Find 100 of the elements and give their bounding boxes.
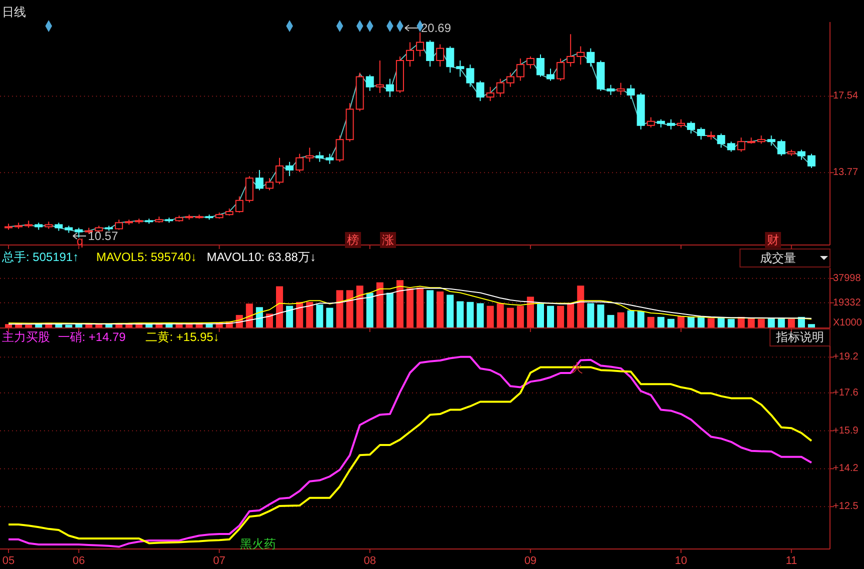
bar [728, 318, 735, 328]
y-axis-title: X1000 [833, 318, 862, 328]
candlestick [556, 58, 565, 82]
bar [577, 286, 584, 328]
text: 成交量 [760, 251, 796, 265]
y-tick-label: 19332 [833, 297, 862, 308]
candlestick [767, 135, 776, 146]
candlestick [606, 84, 615, 96]
candlestick [265, 178, 274, 191]
candlestick [646, 116, 655, 128]
text: MAVOL5: 595740↓ [96, 250, 197, 264]
bar [446, 294, 454, 328]
y-tick-label: 37998 [833, 272, 862, 284]
candlestick [286, 161, 294, 177]
y-tick-label: 17.54 [833, 90, 858, 102]
candlestick [326, 153, 334, 164]
chart-title: 主力买股 [2, 330, 50, 344]
y-tick-label: 13.77 [833, 167, 858, 178]
bar [536, 303, 544, 328]
y-tick-label: +15.9 [833, 425, 859, 436]
candlestick [466, 64, 474, 88]
candlestick [586, 48, 595, 68]
bar [597, 304, 604, 328]
candlestick [536, 54, 544, 78]
y-tick-label: +17.6 [833, 387, 859, 398]
x-tick-label: 07 [213, 555, 226, 567]
candlestick [666, 118, 675, 130]
candlestick [777, 139, 786, 156]
chart-title: 日线 [2, 5, 26, 19]
text: 一硝: +14.79 [58, 330, 126, 344]
annotation: 财 [767, 233, 779, 247]
candlestick [697, 126, 706, 140]
candlestick [626, 84, 635, 100]
candlestick [376, 60, 384, 94]
candlestick [114, 219, 123, 230]
candlestick [436, 44, 444, 68]
bar [677, 316, 685, 328]
bar [688, 316, 695, 328]
candlestick [245, 176, 254, 203]
bar [788, 318, 795, 328]
bar [698, 316, 705, 328]
candlestick [516, 58, 524, 82]
candlestick [566, 34, 575, 68]
y-tick-label: +19.2 [833, 352, 859, 363]
bar [366, 292, 374, 328]
bar [486, 306, 494, 328]
candlestick [486, 86, 494, 102]
bar [456, 301, 464, 328]
candlestick [476, 80, 484, 102]
annotation: 榜 [347, 233, 359, 247]
bar [758, 318, 765, 328]
candlestick [406, 42, 414, 68]
annotation: 黑火药 [240, 537, 276, 551]
x-tick-label: 09 [524, 555, 537, 567]
bar [557, 306, 564, 328]
candlestick [727, 141, 736, 152]
bar [336, 290, 344, 328]
candlestick [526, 56, 534, 70]
bar [627, 310, 634, 328]
candlestick [255, 169, 264, 191]
bar [25, 324, 32, 328]
annotation: 火 [571, 361, 583, 375]
candlestick [416, 32, 424, 57]
candlestick [366, 74, 374, 92]
bar [647, 316, 654, 328]
bar [607, 314, 614, 328]
bar [526, 296, 534, 328]
bar [617, 312, 624, 328]
candlestick [316, 151, 324, 162]
bar [547, 306, 554, 328]
bar [516, 306, 524, 328]
bar [476, 303, 484, 328]
bar [567, 303, 574, 328]
candlestick [456, 60, 464, 78]
bar [306, 302, 314, 328]
candlestick [386, 78, 394, 98]
bar [326, 308, 334, 328]
candlestick [235, 196, 244, 214]
text: 指标说明 [775, 330, 824, 344]
bar [637, 311, 644, 328]
bar [356, 286, 364, 328]
bar [65, 324, 72, 328]
text: 二黄: +15.95↓ [146, 330, 220, 344]
bar [426, 290, 434, 328]
x-tick-label: 08 [364, 555, 376, 567]
bar [657, 316, 664, 328]
bar [778, 318, 785, 328]
bar [506, 308, 514, 328]
candlestick [737, 137, 746, 152]
bar [316, 304, 324, 328]
candlestick [74, 227, 83, 238]
bar [386, 292, 394, 328]
candlestick [546, 68, 555, 82]
candlestick [576, 46, 585, 66]
text: MAVOL10: 63.88万↓ [206, 250, 316, 264]
bar [667, 318, 674, 328]
bar [496, 303, 504, 328]
annotation: 涨 [382, 233, 394, 247]
bar [466, 302, 474, 328]
candlestick [687, 120, 696, 134]
